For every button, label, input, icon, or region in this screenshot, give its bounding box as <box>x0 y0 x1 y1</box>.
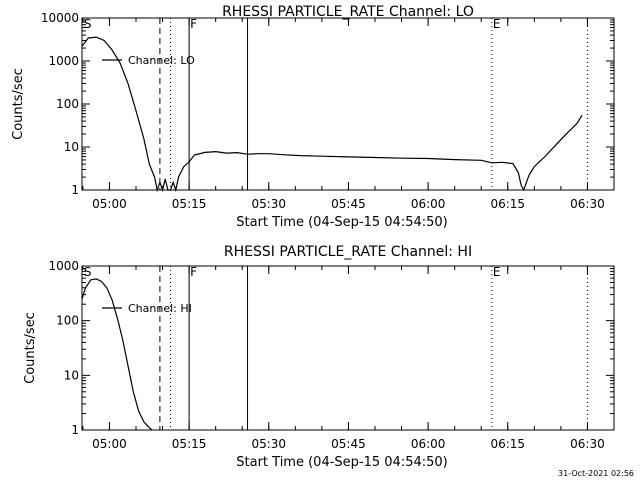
event-marker-label: E <box>493 17 501 31</box>
x-tick-label: 05:45 <box>331 437 366 451</box>
event-marker-label: S <box>84 265 92 279</box>
plot-frame <box>81 17 615 191</box>
x-tick-label: 05:15 <box>172 197 207 211</box>
x-tick-label: 06:30 <box>570 197 605 211</box>
x-tick-label: 05:30 <box>251 437 286 451</box>
x-tick-label: 05:00 <box>92 437 127 451</box>
y-tick-label: 10 <box>64 368 79 382</box>
event-marker-label: F <box>190 265 197 279</box>
x-axis-label: Start Time (04-Sep-15 04:54:50) <box>236 215 447 230</box>
y-axis-label: Counts/sec <box>23 312 38 384</box>
chart-title: RHESSI PARTICLE_RATE Channel: HI <box>224 244 472 260</box>
x-tick-label: 06:00 <box>411 437 446 451</box>
chart-title: RHESSI PARTICLE_RATE Channel: LO <box>222 4 474 20</box>
y-tick-label: 100 <box>56 314 79 328</box>
x-tick-label: 05:30 <box>251 197 286 211</box>
event-marker-label: F <box>190 17 197 31</box>
x-tick-label: 05:00 <box>92 197 127 211</box>
legend-label: Channel: HI <box>128 302 192 315</box>
y-tick-label: 1 <box>71 183 79 197</box>
x-tick-label: 06:15 <box>490 197 525 211</box>
y-tick-label: 10 <box>64 140 79 154</box>
event-marker-label: E <box>493 265 501 279</box>
x-tick-label: 06:30 <box>570 437 605 451</box>
series-line <box>81 278 153 431</box>
y-tick-label: 10000 <box>41 11 79 25</box>
y-axis-label: Counts/sec <box>11 68 26 140</box>
legend-label: Channel: LO <box>128 54 195 67</box>
y-tick-label: 1000 <box>48 54 79 68</box>
x-tick-label: 05:45 <box>331 197 366 211</box>
y-tick-label: 1000 <box>48 259 79 273</box>
x-tick-label: 06:15 <box>490 437 525 451</box>
y-tick-label: 1 <box>71 423 79 437</box>
event-marker-label: S <box>84 17 92 31</box>
x-axis-label: Start Time (04-Sep-15 04:54:50) <box>236 455 447 470</box>
y-tick-label: 100 <box>56 97 79 111</box>
x-tick-label: 06:00 <box>411 197 446 211</box>
series-line <box>81 36 583 193</box>
footer-timestamp: 31-Oct-2021 02:56 <box>558 469 634 478</box>
x-tick-label: 05:15 <box>172 437 207 451</box>
plot-frame <box>81 265 615 431</box>
